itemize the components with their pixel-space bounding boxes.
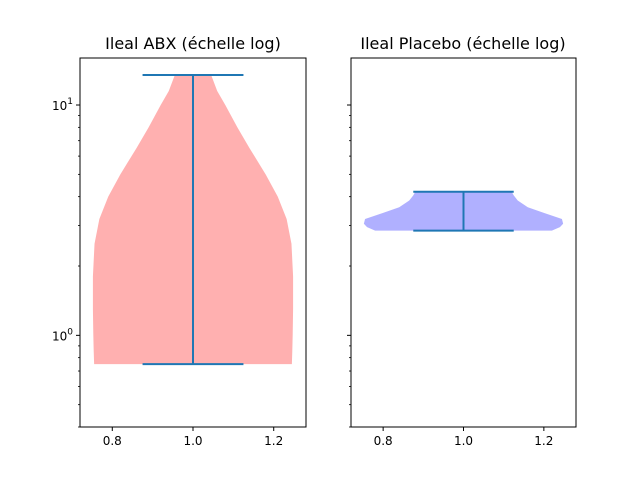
x-tick-label: 0.8 [374,434,393,448]
panel-ileal-abx: Ileal ABX (échelle log) 0.8 1.0 1.2 100 101 [52,34,307,448]
x-tick-label: 0.8 [103,434,122,448]
x-tick-label: 1.0 [183,434,202,448]
x-tick-label: 1.0 [454,434,473,448]
y-tick-label: 101 [52,97,73,113]
axis-ticks: 0.8 1.0 1.2 100 101 [52,97,283,448]
plot-area [92,73,294,366]
x-tick-label: 1.2 [264,434,283,448]
y-tick-label: 100 [52,327,73,343]
axis-ticks: 0.8 1.0 1.2 [347,104,553,448]
plot-area [363,190,564,232]
panel-title: Ileal Placebo (échelle log) [360,34,565,53]
panel-title: Ileal ABX (échelle log) [105,34,281,53]
panel-ileal-placebo: Ileal Placebo (échelle log) 0.8 1.0 1.2 [347,34,577,448]
x-tick-label: 1.2 [534,434,553,448]
